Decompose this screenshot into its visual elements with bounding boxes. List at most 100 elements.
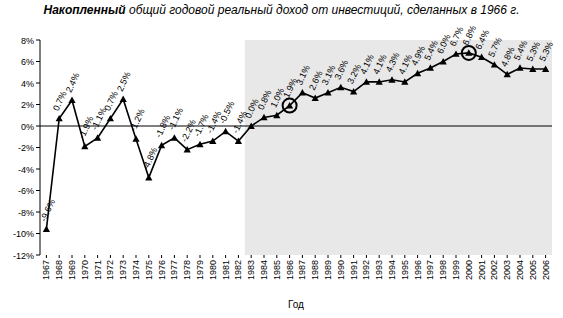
series-line bbox=[46, 53, 545, 229]
x-tick-label: 1973 bbox=[118, 260, 128, 280]
x-tick-label: 1975 bbox=[144, 260, 154, 280]
data-label: 0.7% bbox=[102, 90, 120, 113]
x-tick-label: 1971 bbox=[93, 260, 103, 280]
y-tick bbox=[36, 126, 40, 127]
marker bbox=[56, 115, 63, 121]
x-tick-label: 1967 bbox=[41, 260, 51, 280]
y-tick bbox=[36, 61, 40, 62]
marker bbox=[376, 78, 383, 84]
y-tick bbox=[36, 255, 40, 256]
x-tick-label: 1987 bbox=[297, 260, 307, 280]
x-tick bbox=[289, 255, 290, 258]
x-tick-label: 1985 bbox=[272, 260, 282, 280]
marker bbox=[184, 146, 191, 152]
x-tick bbox=[430, 255, 431, 258]
marker bbox=[491, 61, 498, 67]
data-label: 0.7% bbox=[51, 90, 69, 113]
marks bbox=[43, 46, 549, 232]
x-tick-label: 2003 bbox=[502, 260, 512, 280]
x-tick-label: 1997 bbox=[425, 260, 435, 280]
marker bbox=[196, 141, 203, 147]
x-tick bbox=[468, 255, 469, 258]
data-labels: -9.6%0.7%2.4%-1.9%-1.1%0.7%2.5%-1.2%-4.8… bbox=[38, 24, 555, 223]
y-tick-label: -2% bbox=[18, 143, 34, 153]
x-tick bbox=[494, 255, 495, 258]
x-axis bbox=[40, 126, 552, 127]
x-tick bbox=[379, 255, 380, 258]
x-tick bbox=[417, 255, 418, 258]
x-tick-label: 2006 bbox=[541, 260, 551, 280]
marker bbox=[401, 78, 408, 84]
x-tick-label: 1978 bbox=[182, 260, 192, 280]
x-tick bbox=[225, 255, 226, 258]
x-tick bbox=[136, 255, 137, 258]
marker bbox=[337, 84, 344, 90]
y-tick bbox=[36, 169, 40, 170]
x-tick-label: 1999 bbox=[451, 260, 461, 280]
x-tick bbox=[46, 255, 47, 258]
x-tick-label: 2000 bbox=[464, 260, 474, 280]
marker bbox=[132, 135, 139, 141]
x-tick bbox=[276, 255, 277, 258]
data-label: 5.7% bbox=[486, 36, 504, 59]
marker bbox=[248, 122, 255, 128]
marker bbox=[504, 71, 511, 77]
x-tick bbox=[456, 255, 457, 258]
x-tick bbox=[174, 255, 175, 258]
chart: Накопленный общий годовой реальный доход… bbox=[0, 0, 563, 318]
x-tick-label: 1982 bbox=[233, 260, 243, 280]
x-tick-label: 2001 bbox=[477, 260, 487, 280]
marker bbox=[81, 143, 88, 149]
x-tick bbox=[532, 255, 533, 258]
marker bbox=[43, 226, 50, 232]
x-tick bbox=[392, 255, 393, 258]
marker bbox=[107, 115, 114, 121]
marker bbox=[324, 89, 331, 95]
x-tick-label: 1976 bbox=[157, 260, 167, 280]
y-tick bbox=[36, 212, 40, 213]
y-tick bbox=[36, 83, 40, 84]
data-label: -1.2% bbox=[128, 107, 147, 133]
x-tick-label: 1981 bbox=[221, 260, 231, 280]
marker bbox=[158, 142, 165, 148]
x-tick bbox=[200, 255, 201, 258]
marker bbox=[414, 70, 421, 76]
y-tick bbox=[36, 190, 40, 191]
x-tick-label: 1996 bbox=[413, 260, 423, 280]
marker bbox=[516, 64, 523, 70]
marker bbox=[286, 102, 293, 108]
x-tick-label: 1972 bbox=[105, 260, 115, 280]
x-tick-label: 1993 bbox=[374, 260, 384, 280]
data-label: -4.8% bbox=[141, 146, 160, 172]
title: Накопленный общий годовой реальный доход… bbox=[43, 3, 519, 17]
shaded-region bbox=[245, 40, 552, 255]
x-tick-label: 1989 bbox=[323, 260, 333, 280]
marker bbox=[312, 94, 319, 100]
x-tick bbox=[302, 255, 303, 258]
x-tick-label: 1988 bbox=[310, 260, 320, 280]
x-tick bbox=[328, 255, 329, 258]
x-tick-label: 2005 bbox=[528, 260, 538, 280]
y-tick-label: -12% bbox=[13, 251, 34, 261]
marker bbox=[209, 137, 216, 143]
marker bbox=[120, 96, 127, 102]
x-tick bbox=[315, 255, 316, 258]
y-tick-label: -10% bbox=[13, 229, 34, 239]
x-tick bbox=[545, 255, 546, 258]
x-tick bbox=[97, 255, 98, 258]
x-tick-label: 1998 bbox=[438, 260, 448, 280]
x-tick bbox=[123, 255, 124, 258]
x-tick-label: 1994 bbox=[387, 260, 397, 280]
y-tick-label: -6% bbox=[18, 186, 34, 196]
x-tick bbox=[84, 255, 85, 258]
x-tick bbox=[443, 255, 444, 258]
x-tick-label: 1968 bbox=[54, 260, 64, 280]
title-part: Накопленный bbox=[43, 3, 126, 17]
x-tick bbox=[353, 255, 354, 258]
data-label: -9.6% bbox=[38, 198, 57, 224]
y-tick bbox=[36, 104, 40, 105]
x-tick bbox=[507, 255, 508, 258]
x-tick bbox=[340, 255, 341, 258]
marker bbox=[68, 97, 75, 103]
y-tick-label: 0% bbox=[21, 122, 34, 132]
